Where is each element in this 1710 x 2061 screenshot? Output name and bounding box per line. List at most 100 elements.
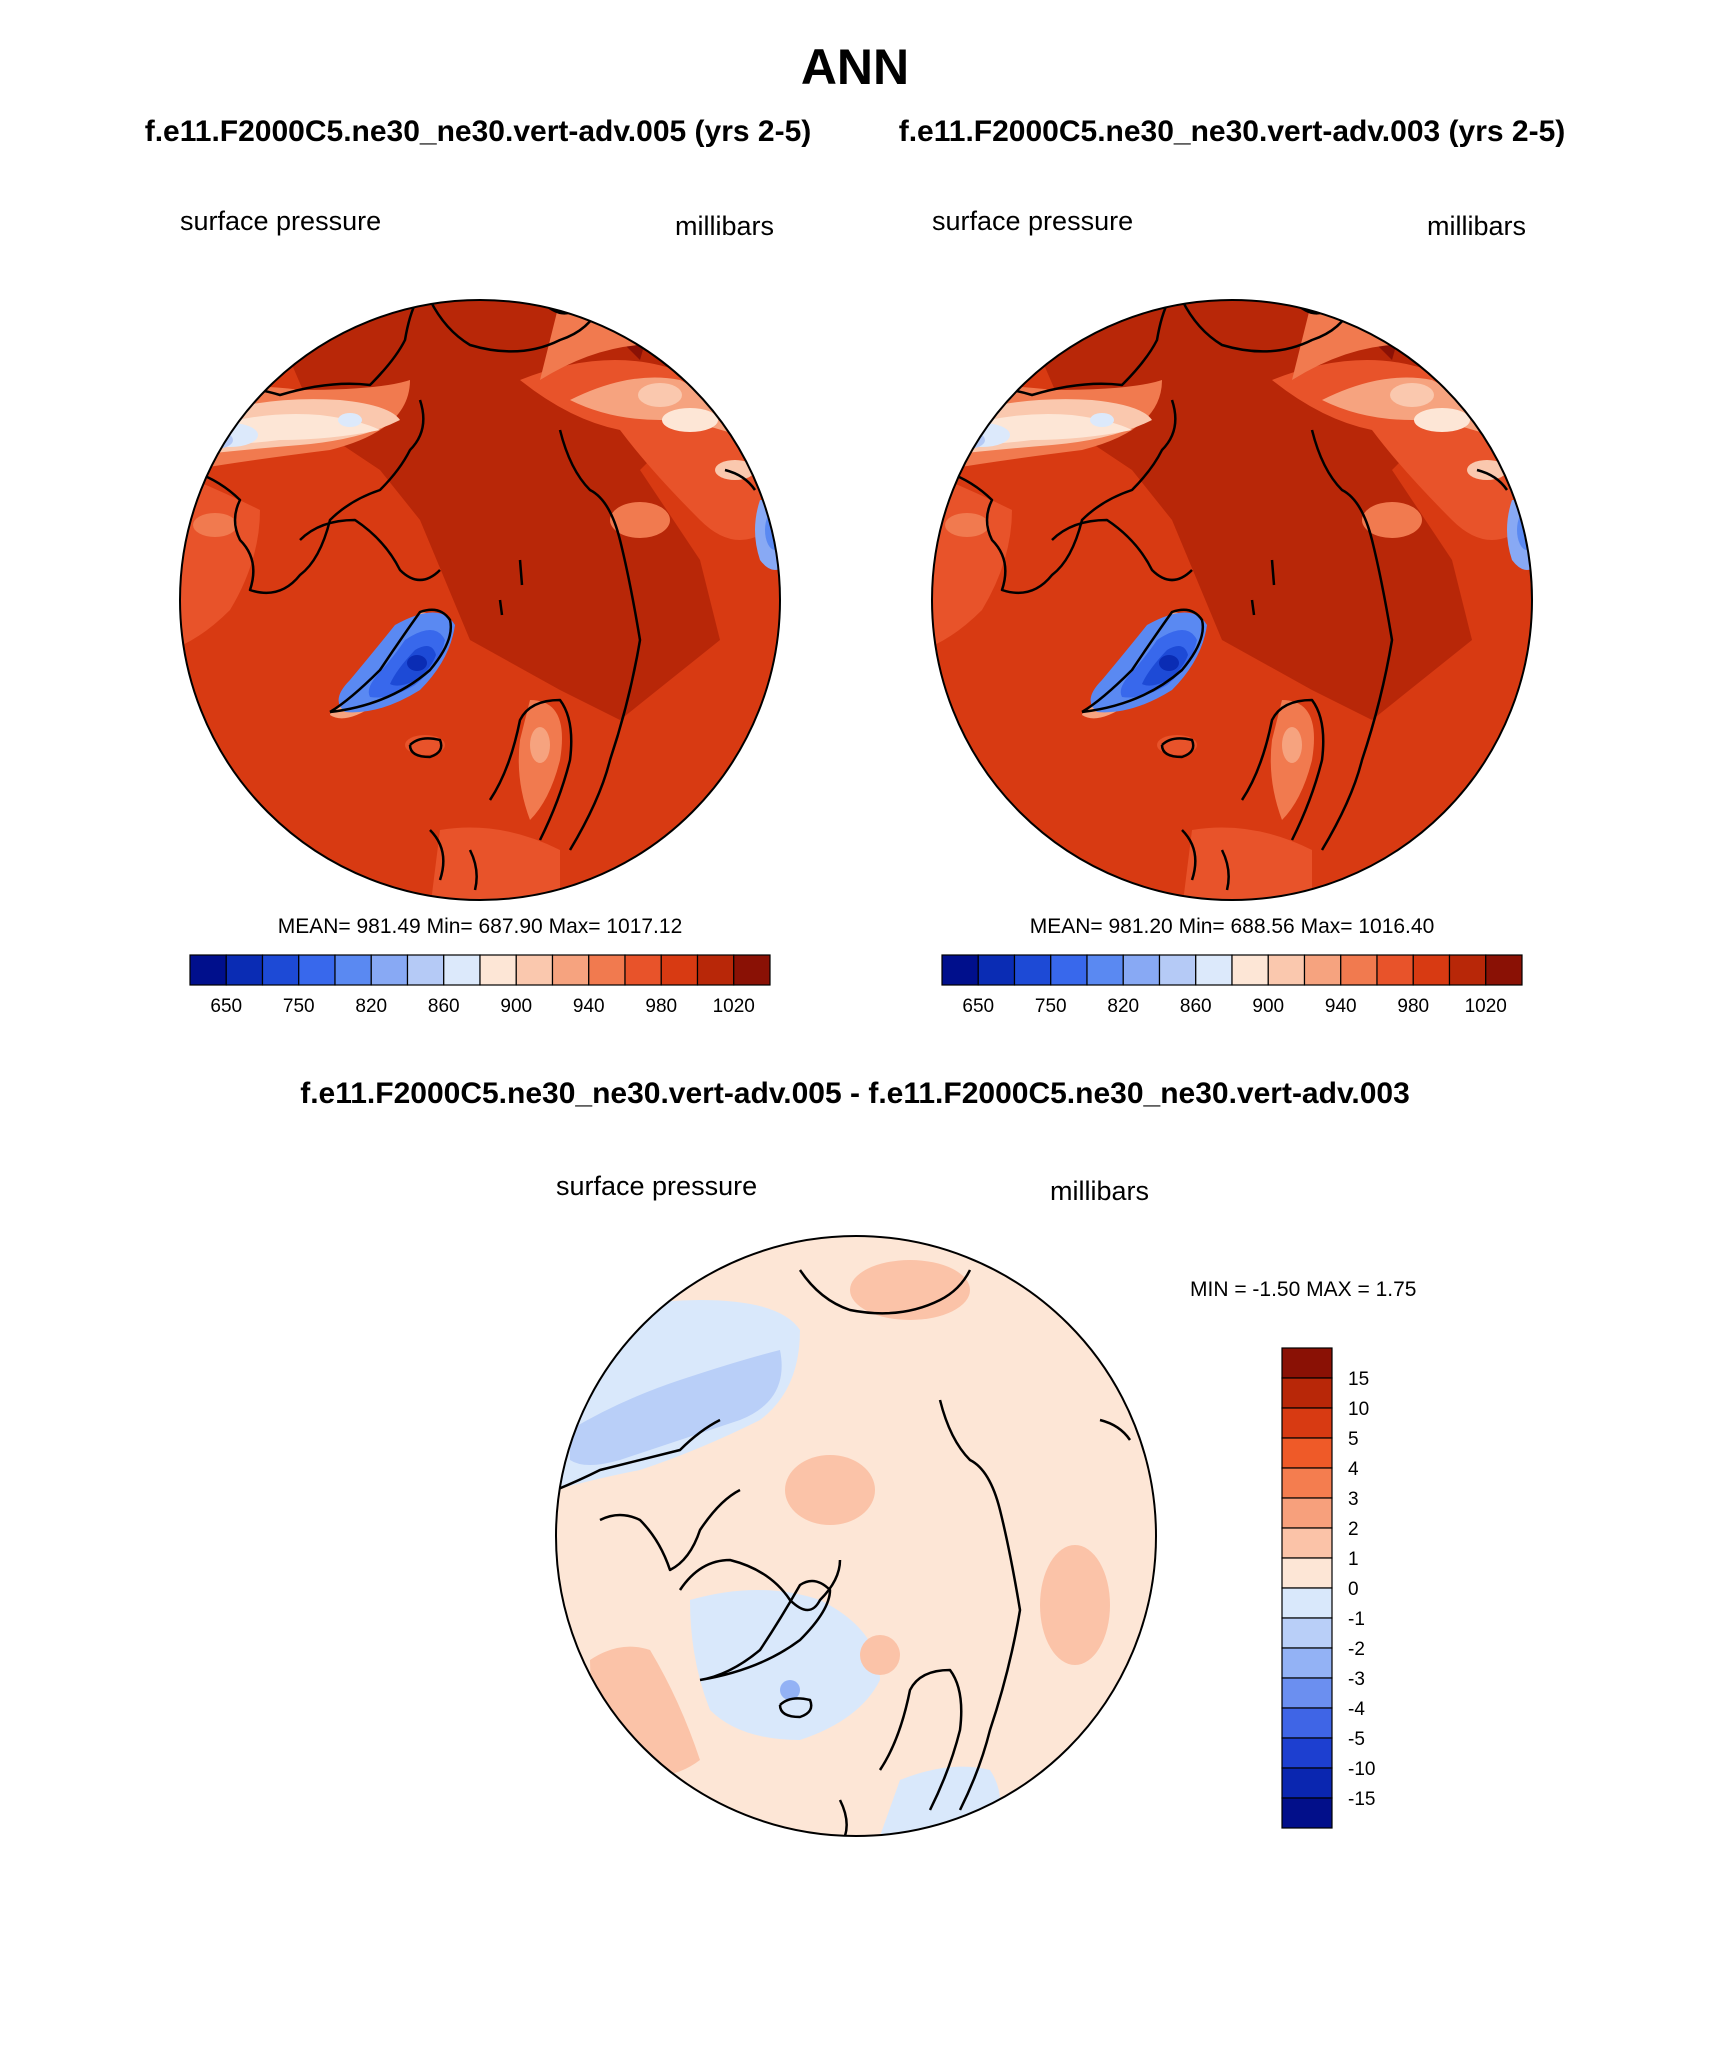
colorbar-swatch: [660, 954, 699, 986]
polar-map-right: [932, 300, 1532, 900]
colorbar-tick-label: 860: [1180, 996, 1212, 1017]
colorbar-swatch: [1158, 954, 1197, 986]
panel-right-stats: MEAN= 981.20 Min= 688.56 Max= 1016.40: [1030, 915, 1435, 938]
colorbar-swatch: [1281, 1677, 1333, 1709]
diff-variable: surface pressure: [556, 1171, 757, 1201]
colorbar-swatch: [1281, 1647, 1333, 1679]
colorbar-swatch: [1281, 1797, 1333, 1829]
colorbar-swatch: [1281, 1347, 1333, 1379]
panel-right: surface pressure millibars: [931, 206, 1533, 1017]
colorbar-swatch: [1195, 954, 1233, 986]
colorbar-tick-label: 980: [645, 996, 677, 1017]
colorbar-swatch: [1086, 954, 1124, 986]
colorbar-tick-label: -5: [1348, 1729, 1365, 1750]
colorbar-swatch: [1485, 954, 1523, 986]
map-border-right: [931, 299, 1533, 901]
colorbar-swatch: [1281, 1497, 1333, 1529]
colorbar-tick-label: -3: [1348, 1669, 1365, 1690]
colorbar-swatch: [1376, 954, 1414, 986]
panel-difference: f.e11.F2000C5.ne30_ne30.vert-adv.005 - f…: [300, 1077, 1416, 1837]
colorbar-swatch: [479, 954, 517, 986]
colorbar-tick-label: 3: [1348, 1489, 1359, 1510]
colorbar-tick-label: 1: [1348, 1549, 1359, 1570]
colorbar-swatch: [298, 954, 336, 986]
colorbar-swatch: [624, 954, 662, 986]
colorbar-swatch: [1281, 1587, 1333, 1619]
colorbar-tick-label: -15: [1348, 1789, 1375, 1810]
panel-left: surface pressure millibars: [179, 206, 781, 1017]
colorbar-swatch: [1013, 954, 1052, 986]
colorbar-swatch: [1281, 1437, 1333, 1469]
colorbar-tick-label: 900: [500, 996, 532, 1017]
colorbar-swatch: [1340, 954, 1378, 986]
colorbar-swatch: [1281, 1467, 1333, 1499]
colorbar-tick-label: 10: [1348, 1399, 1369, 1420]
colorbar-swatch: [1231, 954, 1269, 986]
colorbar-tick-label: 15: [1348, 1369, 1369, 1390]
panel-right-units: millibars: [1427, 211, 1526, 241]
colorbar-tick-label: -4: [1348, 1699, 1365, 1720]
colorbar-swatch: [733, 954, 771, 986]
colorbar-swatch: [588, 954, 626, 986]
map-border-difference: [555, 1235, 1157, 1837]
colorbar-swatch: [1281, 1737, 1333, 1769]
colorbar-tick-label: 650: [210, 996, 242, 1017]
main-title: ANN: [801, 39, 909, 95]
case-title-right: f.e11.F2000C5.ne30_ne30.vert-adv.003 (yr…: [899, 115, 1566, 148]
panel-right-variable: surface pressure: [932, 206, 1133, 236]
colorbar-swatch: [1281, 1407, 1333, 1439]
colorbar-swatch: [334, 954, 372, 986]
colorbar-tick-label: 980: [1397, 996, 1429, 1017]
colorbar-tick-label: 0: [1348, 1579, 1359, 1600]
colorbar-tick-label: 4: [1348, 1459, 1359, 1480]
colorbar-swatch: [1448, 954, 1487, 986]
diff-title: f.e11.F2000C5.ne30_ne30.vert-adv.005 - f…: [300, 1077, 1410, 1110]
colorbar-swatch: [261, 954, 300, 986]
colorbar-tick-label: 1020: [713, 996, 755, 1017]
colorbar-swatch: [443, 954, 481, 986]
colorbar-tick-label: -10: [1348, 1759, 1375, 1780]
colorbar-swatch: [1281, 1527, 1333, 1559]
colorbar-swatch: [406, 954, 445, 986]
colorbar-swatch: [1267, 954, 1306, 986]
colorbar-swatch: [1281, 1767, 1333, 1799]
colorbar-left: 650 750 820 860 900 940 980 1020: [189, 954, 771, 1017]
colorbar-swatch: [515, 954, 554, 986]
colorbar-tick-label: -2: [1348, 1639, 1365, 1660]
colorbar-swatch: [1281, 1707, 1333, 1739]
map-border-left: [179, 299, 781, 901]
colorbar-swatch: [370, 954, 409, 986]
colorbar-swatch: [225, 954, 264, 986]
diff-stats: MIN = -1.50 MAX = 1.75: [1190, 1278, 1416, 1301]
colorbar-swatch: [941, 954, 979, 986]
colorbar-tick-label: 940: [573, 996, 605, 1017]
colorbar-tick-label: 860: [428, 996, 460, 1017]
panel-left-stats: MEAN= 981.49 Min= 687.90 Max= 1017.12: [278, 915, 683, 938]
colorbar-tick-label: 820: [1107, 996, 1139, 1017]
panel-left-units: millibars: [675, 211, 774, 241]
colorbar-swatch: [1281, 1377, 1333, 1409]
colorbar-swatch: [189, 954, 227, 986]
colorbar-swatch: [1050, 954, 1088, 986]
colorbar-swatch: [977, 954, 1016, 986]
colorbar-right: 650 750 820 860 900 940 980 1020: [941, 954, 1523, 1017]
colorbar-swatch: [1412, 954, 1451, 986]
polar-map-difference: [556, 1236, 1156, 1836]
panel-left-variable: surface pressure: [180, 206, 381, 236]
colorbar-tick-label: -1: [1348, 1609, 1365, 1630]
diff-units: millibars: [1050, 1176, 1149, 1206]
colorbar-tick-label: 650: [962, 996, 994, 1017]
colorbar-tick-label: 750: [283, 996, 315, 1017]
colorbar-swatch: [551, 954, 590, 986]
colorbar-swatch: [1122, 954, 1161, 986]
colorbar-tick-label: 5: [1348, 1429, 1359, 1450]
colorbar-tick-label: 1020: [1465, 996, 1507, 1017]
colorbar-tick-label: 940: [1325, 996, 1357, 1017]
case-title-left: f.e11.F2000C5.ne30_ne30.vert-adv.005 (yr…: [145, 115, 812, 148]
colorbar-swatch: [1281, 1617, 1333, 1649]
colorbar-tick-label: 2: [1348, 1519, 1359, 1540]
colorbar-swatch: [1303, 954, 1342, 986]
colorbar-tick-label: 900: [1252, 996, 1284, 1017]
colorbar-tick-label: 750: [1035, 996, 1067, 1017]
